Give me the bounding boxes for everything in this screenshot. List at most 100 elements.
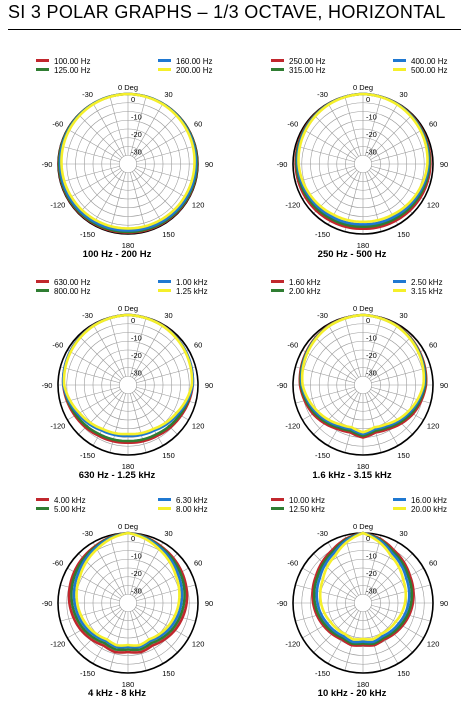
angle-label: -30 <box>317 529 328 538</box>
grid-ring <box>118 375 138 395</box>
grid-spoke <box>129 535 147 595</box>
grid-spoke <box>67 607 121 639</box>
grid-spoke <box>295 584 355 602</box>
legend-swatch <box>393 59 406 63</box>
angle-label: -150 <box>80 669 95 678</box>
legend-entry: 200.00 Hz <box>158 66 212 75</box>
grid-spoke <box>344 393 362 453</box>
grid-spoke <box>109 172 127 232</box>
grid-spoke <box>60 165 120 183</box>
polar-chart: 0 -10 -20 -30 0 Deg 30 -30 60 -60 90 -90 120 -120 150… <box>42 522 214 689</box>
legend-entry: 1.60 kHz <box>271 278 321 287</box>
angle-label: -150 <box>80 451 95 460</box>
grid-spoke <box>371 165 431 183</box>
angle-label: -120 <box>285 640 300 649</box>
grid-spoke <box>129 393 147 453</box>
legend-label: 1.60 kHz <box>289 278 321 287</box>
angle-label: 0 Deg <box>118 304 138 313</box>
grid-spoke <box>368 553 413 598</box>
polar-panel-1: 100.00 Hz 125.00 Hz 160.00 Hz 200.00 Hz 0 -1… <box>0 57 234 281</box>
legend-label: 1.25 kHz <box>176 287 208 296</box>
ring-label: -20 <box>131 569 142 578</box>
legend-label: 1.00 kHz <box>176 278 208 287</box>
grid-spoke <box>367 324 399 378</box>
legend-label: 8.00 kHz <box>176 505 208 514</box>
angle-label: 120 <box>192 640 205 649</box>
grid-ring <box>353 593 373 613</box>
angle-label: -120 <box>50 640 65 649</box>
grid-spoke <box>370 168 424 200</box>
legend-label: 160.00 Hz <box>176 57 213 66</box>
angle-label: 120 <box>192 422 205 431</box>
grid-spoke <box>327 392 359 446</box>
angle-label: 90 <box>440 381 448 390</box>
grid-spoke <box>370 349 424 381</box>
legend-label: 20.00 kHz <box>411 505 448 514</box>
angle-label: -90 <box>277 599 288 608</box>
legend-label: 2.00 kHz <box>289 287 321 296</box>
legend-entry: 6.30 kHz <box>158 496 208 505</box>
legend-label: 100.00 Hz <box>54 57 91 66</box>
legend-swatch <box>393 280 406 284</box>
grid-ring <box>353 154 373 174</box>
grid-spoke <box>302 168 356 200</box>
legend: 1.60 kHz 2.00 kHz 2.50 kHz 3.15 kHz <box>235 278 469 304</box>
angle-label: 60 <box>429 120 437 129</box>
grid-spoke <box>135 128 189 160</box>
grid-spoke <box>109 393 127 453</box>
legend-swatch <box>36 507 49 511</box>
angle-label: -120 <box>50 201 65 210</box>
polar-chart: 0 -10 -20 -30 0 Deg 30 -30 60 -60 90 -90 120 -120 150… <box>42 304 214 471</box>
legend-label: 500.00 Hz <box>411 66 448 75</box>
ring-label: -30 <box>131 587 142 596</box>
legend: 630.00 Hz 800.00 Hz 1.00 kHz 1.25 kHz <box>0 278 234 304</box>
angle-label: -120 <box>285 201 300 210</box>
angle-label: 180 <box>122 241 135 250</box>
grid-spoke <box>136 604 196 622</box>
grid-spoke <box>371 584 431 602</box>
angle-label: 90 <box>440 599 448 608</box>
grid-spoke <box>364 393 382 453</box>
grid-spoke <box>60 604 120 622</box>
grid-ring <box>118 593 138 613</box>
angle-label: 90 <box>205 160 213 169</box>
grid-spoke <box>302 389 356 421</box>
ring-label: -20 <box>366 351 377 360</box>
ring-label: -10 <box>131 552 142 561</box>
legend-swatch <box>271 498 284 502</box>
legend-label: 400.00 Hz <box>411 57 448 66</box>
ring-label: 0 <box>366 534 370 543</box>
polar-panel-3: 630.00 Hz 800.00 Hz 1.00 kHz 1.25 kHz 0 -10 -… <box>0 278 234 502</box>
angle-label: -60 <box>52 559 63 568</box>
legend-label: 3.15 kHz <box>411 287 443 296</box>
polar-chart: 0 -10 -20 -30 0 Deg 30 -30 60 -60 90 -90 120 -120 150… <box>277 83 449 250</box>
angle-label: 90 <box>205 599 213 608</box>
ring-label: -20 <box>131 351 142 360</box>
series-line-yellow <box>75 531 181 647</box>
grid-spoke <box>136 145 196 163</box>
legend-entry: 2.50 kHz <box>393 278 443 287</box>
chart-title: 10 kHz - 20 kHz <box>317 688 387 699</box>
angle-label: 0 Deg <box>353 304 373 313</box>
ring-label: -30 <box>131 369 142 378</box>
angle-label: -90 <box>42 381 53 390</box>
legend-entry: 500.00 Hz <box>393 66 447 75</box>
angle-label: 120 <box>427 640 440 649</box>
grid-spoke <box>129 611 147 671</box>
grid-spoke <box>133 114 178 159</box>
chart-title: 4 kHz - 8 kHz <box>87 688 147 699</box>
angle-label: 120 <box>192 201 205 210</box>
legend-entry: 3.15 kHz <box>393 287 443 296</box>
grid-spoke <box>364 96 382 156</box>
grid-spoke <box>132 610 164 664</box>
angle-label: 60 <box>194 120 202 129</box>
grid-spoke <box>371 366 431 384</box>
chart-title: 630 Hz - 1.25 kHz <box>78 470 156 481</box>
ring-label: -30 <box>366 369 377 378</box>
grid-spoke <box>370 128 424 160</box>
ring-label: 0 <box>131 95 135 104</box>
legend-swatch <box>36 59 49 63</box>
grid-spoke <box>109 317 127 377</box>
grid-spoke <box>92 171 124 225</box>
angle-label: -30 <box>82 90 93 99</box>
